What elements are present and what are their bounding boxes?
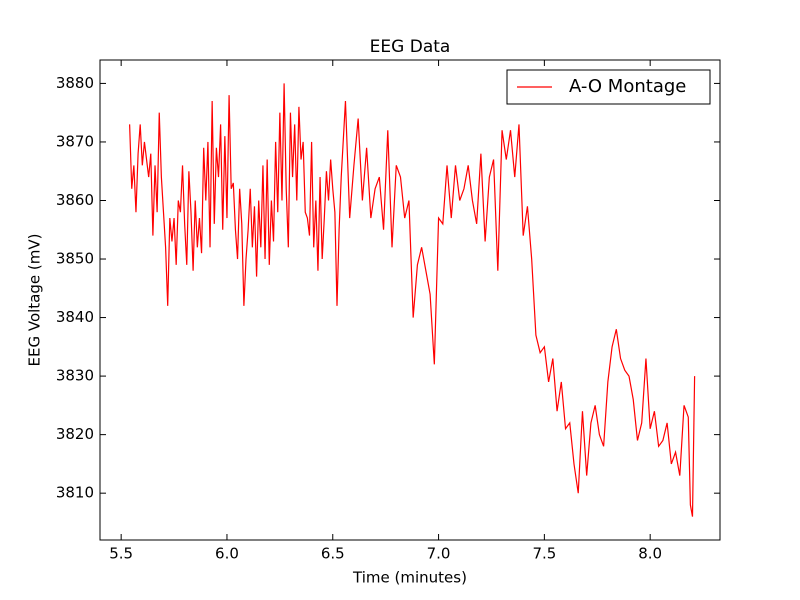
legend-label: A-O Montage bbox=[569, 76, 686, 97]
x-axis-label: Time (minutes) bbox=[352, 569, 467, 587]
plot-frame bbox=[99, 59, 721, 541]
y-tick-label: 3850 bbox=[56, 250, 94, 268]
x-tick-label: 7.0 bbox=[427, 545, 451, 563]
y-tick-label: 3870 bbox=[56, 132, 94, 150]
x-tick-label: 6.5 bbox=[321, 545, 345, 563]
x-tick-label: 5.5 bbox=[109, 545, 133, 563]
y-tick-label: 3860 bbox=[56, 191, 94, 209]
chart-title: EEG Data bbox=[370, 37, 451, 57]
y-axis-label: EEG Voltage (mV) bbox=[26, 234, 44, 367]
x-tick-label: 6.0 bbox=[215, 545, 239, 563]
data-line bbox=[129, 83, 696, 517]
y-tick-label: 3880 bbox=[56, 74, 94, 92]
x-tick-label: 8.0 bbox=[638, 545, 662, 563]
x-tick-label: 7.5 bbox=[532, 545, 556, 563]
y-tick-label: 3840 bbox=[56, 308, 94, 326]
y-tick-label: 3830 bbox=[56, 367, 94, 385]
y-tick-label: 3810 bbox=[56, 484, 94, 502]
y-tick-label: 3820 bbox=[56, 425, 94, 443]
